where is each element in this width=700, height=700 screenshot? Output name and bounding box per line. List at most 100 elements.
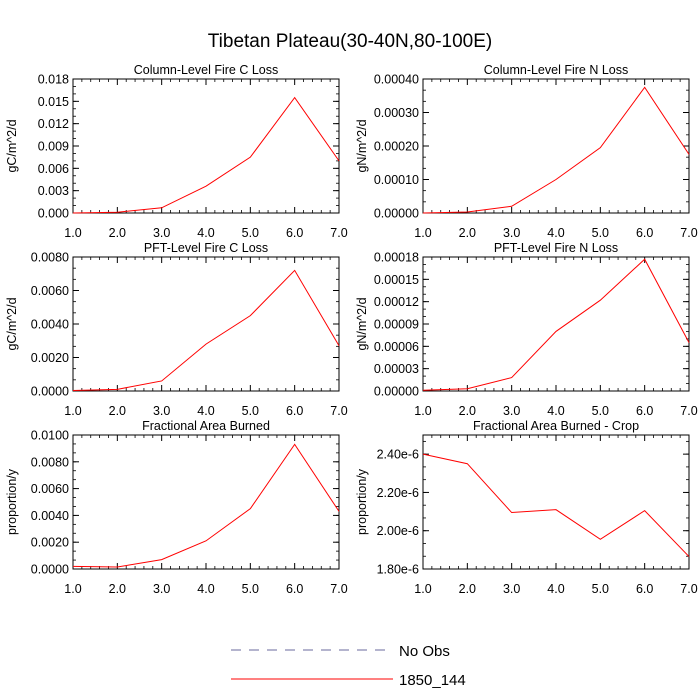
y-tick-label: 0.0020	[31, 351, 69, 365]
y-axis-label: gN/m^2/d	[355, 297, 369, 350]
y-tick-label: 0.0060	[31, 284, 69, 298]
legend: No Obs 1850_144	[231, 643, 466, 689]
y-tick-label: 0.00003	[374, 362, 419, 376]
y-tick-label: 1.80e-6	[377, 563, 419, 577]
x-tick-label: 3.0	[153, 226, 170, 240]
y-axis-label: proportion/y	[5, 468, 19, 535]
x-tick-label: 6.0	[286, 404, 303, 418]
x-tick-label: 2.0	[109, 404, 126, 418]
plot-frame	[72, 434, 340, 570]
y-tick-label: 0.00018	[374, 251, 419, 265]
x-tick-label: 1.0	[414, 582, 431, 596]
x-tick-label: 5.0	[592, 226, 609, 240]
x-tick-label: 4.0	[547, 404, 564, 418]
plot-frame	[422, 78, 690, 214]
series-line-1	[422, 86, 690, 214]
x-tick-label: 4.0	[197, 226, 214, 240]
y-tick-label: 0.0040	[31, 509, 69, 523]
x-tick-label: 5.0	[242, 404, 259, 418]
y-tick-label: 0.0080	[31, 251, 69, 265]
x-tick-label: 5.0	[242, 226, 259, 240]
x-tick-label: 6.0	[286, 582, 303, 596]
x-tick-label: 3.0	[503, 226, 520, 240]
y-tick-label: 0.0020	[31, 536, 69, 550]
x-tick-label: 7.0	[680, 226, 697, 240]
y-tick-label: 0.018	[38, 73, 69, 87]
plot-frame	[422, 434, 690, 570]
x-tick-label: 5.0	[592, 582, 609, 596]
series-line-1	[422, 453, 690, 557]
x-tick-label: 3.0	[503, 582, 520, 596]
y-tick-label: 0.0040	[31, 318, 69, 332]
y-tick-label: 0.0060	[31, 482, 69, 496]
x-tick-label: 1.0	[64, 226, 81, 240]
x-tick-label: 3.0	[153, 404, 170, 418]
panels-group: Column-Level Fire C Loss gC/m^2/d 0.000 0.0…	[5, 63, 698, 596]
y-tick-label: 0.0000	[31, 385, 69, 399]
panel-title: PFT-Level Fire C Loss	[144, 241, 268, 255]
plot-frame	[422, 256, 690, 392]
x-tick-label: 7.0	[680, 404, 697, 418]
x-tick-label: 1.0	[414, 226, 431, 240]
x-tick-label: 2.0	[459, 404, 476, 418]
x-tick-label: 2.0	[109, 226, 126, 240]
y-axis-label: gC/m^2/d	[5, 119, 19, 172]
legend-label-1: No Obs	[399, 643, 450, 660]
y-tick-label: 0.009	[38, 140, 69, 154]
y-tick-label: 0.015	[38, 95, 69, 109]
figure-title: Tibetan Plateau(30-40N,80-100E)	[208, 31, 492, 52]
y-tick-label: 0.00006	[374, 340, 419, 354]
x-tick-label: 6.0	[636, 404, 653, 418]
y-tick-label: 0.0000	[31, 563, 69, 577]
y-tick-label: 0.00009	[374, 318, 419, 332]
y-axis-label: proportion/y	[355, 468, 369, 535]
x-tick-label: 4.0	[547, 582, 564, 596]
x-tick-label: 2.0	[459, 582, 476, 596]
panel-title: Fractional Area Burned - Crop	[473, 419, 639, 433]
x-tick-label: 5.0	[592, 404, 609, 418]
x-tick-label: 2.0	[109, 582, 126, 596]
x-tick-label: 7.0	[330, 226, 347, 240]
x-tick-label: 2.0	[459, 226, 476, 240]
y-axis-label: gC/m^2/d	[5, 297, 19, 350]
y-tick-label: 0.00020	[374, 140, 419, 154]
panel-title: Column-Level Fire C Loss	[134, 63, 279, 77]
x-tick-label: 4.0	[197, 582, 214, 596]
panel-title: PFT-Level Fire N Loss	[494, 241, 618, 255]
y-tick-label: 0.00000	[374, 385, 419, 399]
y-tick-label: 0.0080	[31, 455, 69, 469]
y-tick-label: 2.00e-6	[377, 524, 419, 538]
y-tick-label: 0.000	[38, 207, 69, 221]
y-tick-label: 0.012	[38, 117, 69, 131]
legend-label-2: 1850_144	[399, 672, 466, 689]
chart-panel-2: Column-Level Fire N Loss gN/m^2/d 0.00000 0…	[355, 63, 698, 240]
panel-title: Fractional Area Burned	[142, 419, 270, 433]
x-tick-label: 1.0	[414, 404, 431, 418]
chart-panel-6: Fractional Area Burned - Crop proportion/…	[355, 419, 698, 596]
chart-panel-5: Fractional Area Burned proportion/y 0.0000…	[5, 419, 348, 596]
panel-title: Column-Level Fire N Loss	[484, 63, 629, 77]
series-line-1	[72, 96, 340, 214]
y-tick-label: 0.006	[38, 162, 69, 176]
y-tick-label: 0.00010	[374, 173, 419, 187]
plot-frame	[72, 78, 340, 214]
x-tick-label: 3.0	[503, 404, 520, 418]
y-tick-label: 2.20e-6	[377, 486, 419, 500]
x-tick-label: 7.0	[330, 404, 347, 418]
chart-panel-1: Column-Level Fire C Loss gC/m^2/d 0.000 0.0…	[5, 63, 348, 240]
y-tick-label: 0.00012	[374, 295, 419, 309]
y-tick-label: 0.00000	[374, 207, 419, 221]
x-tick-label: 5.0	[242, 582, 259, 596]
x-tick-label: 6.0	[636, 226, 653, 240]
x-tick-label: 3.0	[153, 582, 170, 596]
y-tick-label: 0.0100	[31, 429, 69, 443]
chart-panel-3: PFT-Level Fire C Loss gC/m^2/d 0.0000 0.002…	[5, 241, 348, 418]
x-tick-label: 7.0	[680, 582, 697, 596]
x-tick-label: 4.0	[547, 226, 564, 240]
series-line-1	[72, 269, 340, 391]
y-tick-label: 0.00015	[374, 273, 419, 287]
x-tick-label: 4.0	[197, 404, 214, 418]
x-tick-label: 7.0	[330, 582, 347, 596]
y-tick-label: 0.003	[38, 184, 69, 198]
